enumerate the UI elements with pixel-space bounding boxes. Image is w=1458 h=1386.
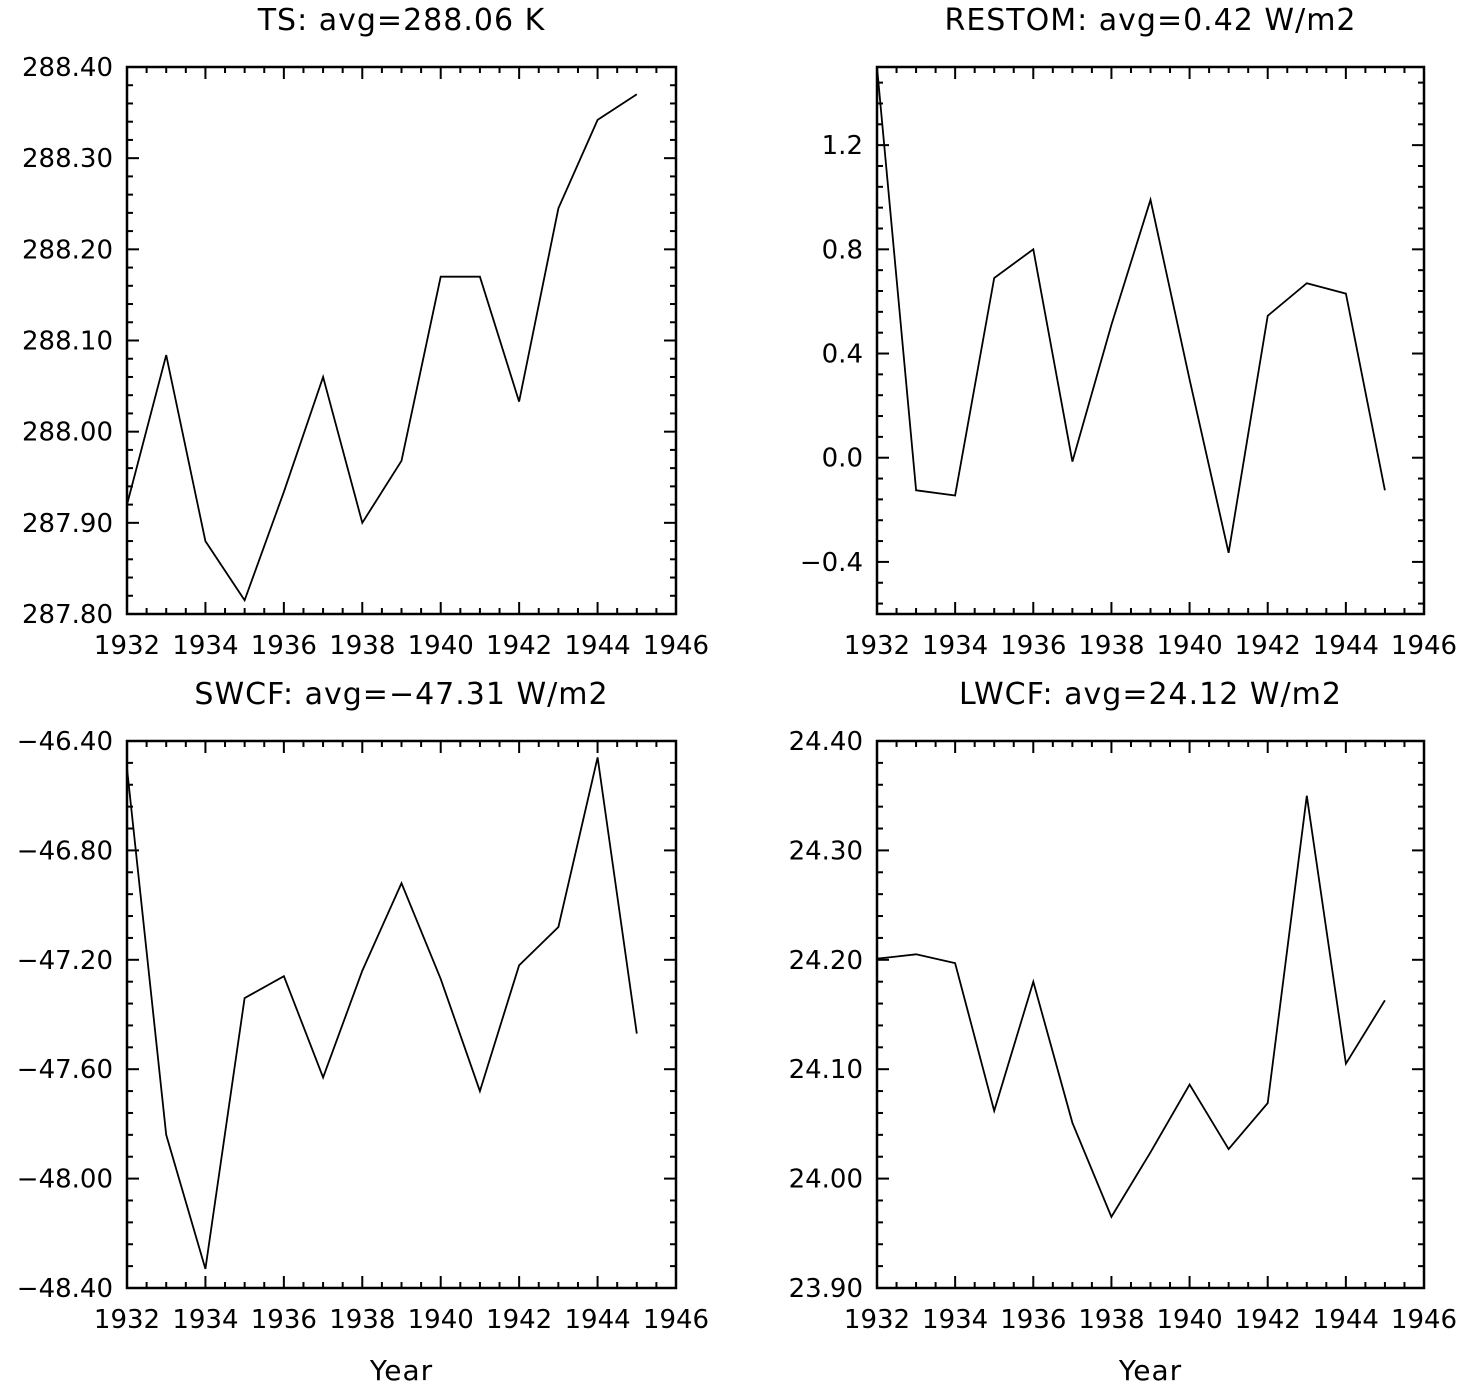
chart-panel-1: 1932 1934 1936 1938 1940 1942 1944 1946 287.80 28… — [22, 3, 709, 661]
x-axis-label: Year — [369, 1354, 433, 1386]
x-tick-label: 1932 — [94, 1305, 160, 1335]
chart-title: RESTOM: avg=0.42 W/m2 — [944, 3, 1356, 38]
x-tick-label: 1940 — [408, 631, 474, 661]
x-tick-label: 1942 — [1235, 631, 1301, 661]
y-tick-label: −46.40 — [17, 727, 113, 757]
figure-canvas: 1932 1934 1936 1938 1940 1942 1944 1946 287.80 28… — [0, 0, 1458, 1386]
x-tick-label: 1944 — [1313, 1305, 1379, 1335]
x-tick-label: 1938 — [1078, 1305, 1144, 1335]
y-tick-label: 288.40 — [22, 53, 113, 83]
y-tick-label: −46.80 — [17, 836, 113, 866]
x-tick-label: 1940 — [408, 1305, 474, 1335]
y-tick-label: 0.4 — [822, 340, 863, 370]
x-tick-label: 1938 — [1078, 631, 1144, 661]
chart-panel-4: 1932 1934 1936 1938 1940 1942 1944 1946 23.90 24.… — [789, 677, 1458, 1386]
y-tick-label: 24.30 — [789, 836, 863, 866]
y-tick-label: 24.20 — [789, 946, 863, 976]
x-tick-label: 1946 — [1391, 631, 1457, 661]
y-tick-label: 288.20 — [22, 235, 113, 265]
x-tick-label: 1938 — [329, 1305, 395, 1335]
y-tick-label: 24.40 — [789, 727, 863, 757]
x-tick-label: 1936 — [251, 1305, 317, 1335]
y-tick-label: 0.0 — [822, 444, 863, 474]
chart-title: LWCF: avg=24.12 W/m2 — [959, 677, 1342, 712]
y-tick-label: 288.00 — [22, 418, 113, 448]
plot-frame — [127, 741, 676, 1288]
x-tick-label: 1932 — [844, 1305, 910, 1335]
y-tick-label: 24.00 — [789, 1165, 863, 1195]
series-line — [877, 796, 1385, 1217]
chart-panel-3: 1932 1934 1936 1938 1940 1942 1944 1946 −48.40 −4… — [17, 677, 709, 1386]
series-line — [127, 94, 637, 600]
x-tick-label: 1940 — [1156, 631, 1222, 661]
x-tick-label: 1942 — [486, 1305, 552, 1335]
x-tick-label: 1938 — [329, 631, 395, 661]
x-tick-label: 1944 — [564, 631, 630, 661]
x-tick-label: 1934 — [172, 1305, 238, 1335]
x-tick-label: 1936 — [1000, 631, 1066, 661]
y-tick-label: −48.00 — [17, 1165, 113, 1195]
x-tick-label: 1934 — [922, 1305, 988, 1335]
x-tick-label: 1940 — [1156, 1305, 1222, 1335]
x-axis-label: Year — [1118, 1354, 1182, 1386]
chart-title: SWCF: avg=−47.31 W/m2 — [194, 677, 608, 712]
x-tick-label: 1936 — [1000, 1305, 1066, 1335]
series-line — [127, 757, 637, 1269]
x-tick-label: 1946 — [643, 1305, 709, 1335]
x-tick-label: 1944 — [1313, 631, 1379, 661]
y-tick-label: −47.60 — [17, 1055, 113, 1085]
chart-title: TS: avg=288.06 K — [257, 3, 546, 38]
y-tick-label: −47.20 — [17, 946, 113, 976]
x-tick-label: 1944 — [564, 1305, 630, 1335]
y-tick-label: −48.40 — [17, 1274, 113, 1304]
plot-frame — [877, 67, 1424, 614]
x-tick-label: 1946 — [1391, 1305, 1457, 1335]
series-line — [877, 67, 1385, 553]
x-tick-label: 1946 — [643, 631, 709, 661]
y-tick-label: 287.90 — [22, 509, 113, 539]
y-tick-label: 1.2 — [822, 131, 863, 161]
x-tick-label: 1932 — [844, 631, 910, 661]
x-tick-label: 1942 — [486, 631, 552, 661]
y-tick-label: 23.90 — [789, 1274, 863, 1304]
y-tick-label: 24.10 — [789, 1055, 863, 1085]
x-tick-label: 1942 — [1235, 1305, 1301, 1335]
plot-frame — [127, 67, 676, 614]
x-tick-label: 1936 — [251, 631, 317, 661]
y-tick-label: 0.8 — [822, 235, 863, 265]
x-tick-label: 1934 — [172, 631, 238, 661]
y-tick-label: 287.80 — [22, 600, 113, 630]
y-tick-label: −0.4 — [800, 548, 863, 578]
chart-panel-2: 1932 1934 1936 1938 1940 1942 1944 1946 −0.4 0.0 0… — [800, 3, 1457, 661]
y-tick-label: 288.10 — [22, 327, 113, 357]
plot-frame — [877, 741, 1424, 1288]
x-tick-label: 1932 — [94, 631, 160, 661]
y-tick-label: 288.30 — [22, 144, 113, 174]
x-tick-label: 1934 — [922, 631, 988, 661]
